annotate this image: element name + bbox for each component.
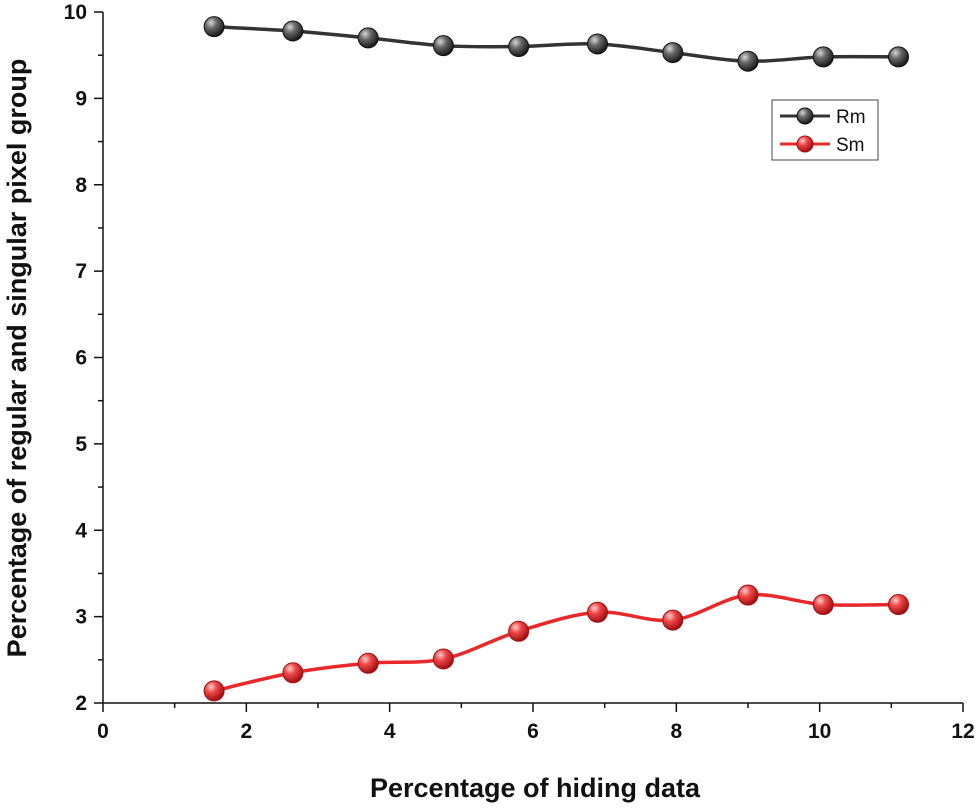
data-point-rm <box>282 20 304 42</box>
y-tick-label: 10 <box>64 1 87 24</box>
legend: Rm Sm <box>771 99 879 161</box>
data-point-rm <box>888 46 909 68</box>
y-tick-label: 9 <box>75 87 87 110</box>
y-tick-label: 4 <box>75 519 87 542</box>
data-point-sm <box>662 609 684 631</box>
x-tick-label: 0 <box>97 720 109 743</box>
data-point-rm <box>587 33 608 55</box>
legend-label-sm: Sm <box>836 135 865 156</box>
y-tick-label: 3 <box>75 606 87 629</box>
data-point-rm <box>357 27 379 49</box>
data-point-sm <box>432 648 454 670</box>
data-point-rm <box>432 35 454 57</box>
y-tick-label: 5 <box>75 433 87 456</box>
series-line-sm <box>213 592 899 693</box>
x-tick-label: 10 <box>808 720 831 743</box>
x-tick-label: 4 <box>384 720 396 743</box>
y-tick-label: 6 <box>75 347 87 370</box>
legend-marker-rm <box>796 107 814 125</box>
y-axis-title: Percentage of regular and singular pixel… <box>2 59 32 658</box>
data-point-sm <box>357 652 379 674</box>
x-tick-label: 6 <box>527 720 539 743</box>
x-tick-label: 8 <box>670 720 682 743</box>
data-point-sm <box>587 601 608 623</box>
legend-box <box>771 99 879 161</box>
data-point-rm <box>203 16 225 38</box>
data-point-rm <box>737 50 759 72</box>
data-point-sm <box>737 584 759 606</box>
series-line-rm <box>213 24 899 64</box>
x-axis-title: Percentage of hiding data <box>370 773 701 803</box>
data-point-sm <box>508 620 530 642</box>
data-point-rm <box>812 46 834 68</box>
x-tick-label: 12 <box>951 720 974 743</box>
y-tick-label: 7 <box>75 260 87 283</box>
data-point-rm <box>508 36 530 58</box>
y-tick-label: 8 <box>75 174 87 197</box>
data-point-sm <box>888 594 909 616</box>
legend-marker-sm <box>796 135 814 153</box>
data-point-rm <box>662 42 684 64</box>
data-point-sm <box>282 662 304 684</box>
series-layer <box>203 16 909 702</box>
data-point-sm <box>812 594 834 616</box>
data-point-sm <box>203 680 225 702</box>
x-tick-label: 2 <box>240 720 252 743</box>
legend-label-rm: Rm <box>836 107 866 128</box>
y-tick-label: 2 <box>75 692 87 715</box>
